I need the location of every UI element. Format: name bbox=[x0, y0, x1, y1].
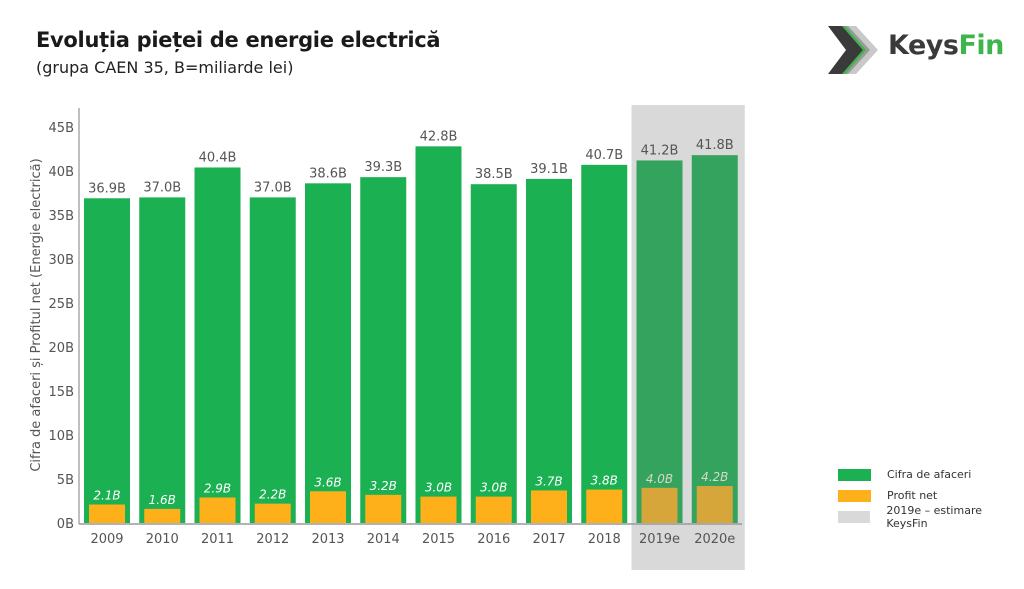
bar-profit bbox=[310, 491, 346, 523]
y-tick-label: 35B bbox=[49, 209, 74, 224]
bar-profit bbox=[144, 508, 181, 523]
bar-revenue bbox=[526, 178, 572, 524]
data-label-revenue: 40.4B bbox=[199, 150, 237, 165]
x-tick-label: 2011 bbox=[201, 532, 234, 547]
y-tick-label: 15B bbox=[49, 385, 74, 400]
bar-profit bbox=[89, 504, 125, 523]
legend-item-estimate: 2019e – estimare KeysFin bbox=[838, 503, 1024, 530]
data-labels: 36.9B 2.1B 37.0B 1.6B 40.4B 2.9B 37.0B 2.2B 38.6… bbox=[88, 129, 734, 507]
x-tick-label: 2015 bbox=[422, 532, 455, 547]
bar-revenue bbox=[691, 155, 738, 523]
data-label-profit: 3.0B bbox=[480, 481, 507, 495]
x-tick-label: 2019e bbox=[639, 532, 680, 547]
bar-revenue bbox=[249, 197, 296, 523]
data-label-revenue: 39.3B bbox=[364, 160, 402, 175]
logo-text-keys: Keys bbox=[888, 30, 959, 61]
y-axis-label: Cifra de afaceri și Profitul net (Energi… bbox=[29, 158, 44, 471]
y-tick-label: 10B bbox=[49, 429, 74, 444]
bar-profit bbox=[531, 490, 567, 523]
data-label-profit: 3.2B bbox=[370, 479, 397, 493]
y-tick-label: 30B bbox=[49, 253, 74, 268]
bar-revenue bbox=[636, 160, 683, 523]
y-tick-label: 40B bbox=[49, 165, 74, 180]
x-tick-labels: 2009 2010 2011 2012 2013 2014 2015 2016 2017 2018… bbox=[90, 532, 735, 547]
x-tick-label: 2014 bbox=[367, 532, 400, 547]
bar-profit bbox=[365, 494, 402, 523]
data-label-revenue: 38.6B bbox=[309, 166, 347, 181]
data-label-revenue: 37.0B bbox=[254, 180, 292, 195]
data-label-profit: 4.0B bbox=[646, 472, 673, 486]
data-label-revenue: 37.0B bbox=[143, 180, 181, 195]
x-tick-label: 2013 bbox=[311, 532, 344, 547]
logo-text-fin: Fin bbox=[958, 30, 1004, 61]
legend-swatch-profit bbox=[838, 489, 871, 502]
x-tick-label: 2010 bbox=[146, 532, 179, 547]
data-label-revenue: 36.9B bbox=[88, 181, 126, 196]
data-label-revenue: 40.7B bbox=[585, 148, 623, 163]
data-label-profit: 4.2B bbox=[701, 470, 728, 484]
data-label-profit: 2.2B bbox=[259, 488, 286, 502]
bar-revenue bbox=[360, 177, 407, 523]
keysfin-chevron-icon bbox=[828, 26, 878, 74]
x-tick-label: 2017 bbox=[532, 532, 565, 547]
bar-profit bbox=[641, 487, 678, 523]
legend-label-estimate: 2019e – estimare KeysFin bbox=[886, 503, 982, 530]
data-label-profit: 3.7B bbox=[535, 474, 562, 488]
y-tick-label: 5B bbox=[57, 473, 74, 488]
bar-revenue bbox=[415, 146, 462, 524]
x-tick-label: 2020e bbox=[694, 532, 735, 547]
bar-profit bbox=[696, 486, 733, 523]
bar-revenue bbox=[194, 167, 241, 524]
bar-profit bbox=[254, 503, 291, 523]
legend-item-revenue: Cifra de afaceri bbox=[838, 464, 1024, 485]
legend-swatch-estimate bbox=[838, 510, 871, 523]
x-tick-label: 2009 bbox=[90, 532, 123, 547]
x-tick-label: 2016 bbox=[477, 532, 510, 547]
data-label-revenue: 38.5B bbox=[475, 167, 513, 182]
bar-revenue bbox=[470, 184, 517, 523]
y-tick-label: 20B bbox=[49, 341, 74, 356]
bar-profit bbox=[199, 497, 236, 523]
bar-revenue bbox=[84, 198, 130, 523]
data-label-revenue: 39.1B bbox=[530, 162, 568, 177]
bars-group bbox=[84, 146, 738, 524]
legend-label-profit: Profit net bbox=[887, 489, 938, 502]
bar-revenue bbox=[581, 164, 628, 523]
data-label-profit: 3.0B bbox=[425, 481, 452, 495]
bar-revenue bbox=[139, 197, 186, 523]
bar-profit bbox=[420, 496, 457, 523]
legend-item-profit: Profit net bbox=[838, 485, 1024, 506]
chart-title: Evoluția pieței de energie electrică bbox=[36, 28, 441, 52]
y-tick-label: 0B bbox=[57, 517, 74, 532]
keysfin-logo: KeysFin bbox=[826, 22, 1016, 78]
chart-subtitle: (grupa CAEN 35, B=miliarde lei) bbox=[36, 58, 294, 77]
logo-wordmark: KeysFin bbox=[888, 30, 1004, 61]
data-label-profit: 1.6B bbox=[149, 493, 176, 507]
data-label-profit: 3.8B bbox=[591, 474, 618, 488]
legend-swatch-revenue bbox=[838, 468, 871, 481]
bar-profit bbox=[475, 496, 512, 523]
data-label-revenue: 42.8B bbox=[420, 129, 458, 144]
legend-label-revenue: Cifra de afaceri bbox=[887, 468, 972, 481]
y-tick-label: 25B bbox=[49, 297, 74, 312]
y-tick-labels: 0B 5B 10B 15B 20B 25B 30B 35B 40B 45B bbox=[49, 121, 74, 532]
data-label-revenue: 41.8B bbox=[696, 138, 734, 153]
y-tick-label: 45B bbox=[49, 121, 74, 136]
legend: Cifra de afaceri Profit net 2019e – esti… bbox=[838, 464, 1024, 530]
data-label-revenue: 41.2B bbox=[641, 143, 679, 158]
data-label-profit: 3.6B bbox=[314, 475, 341, 489]
bar-revenue bbox=[305, 183, 351, 523]
x-tick-label: 2012 bbox=[256, 532, 289, 547]
data-label-profit: 2.1B bbox=[93, 489, 120, 503]
x-tick-label: 2018 bbox=[588, 532, 621, 547]
bar-profit bbox=[586, 489, 623, 523]
data-label-profit: 2.9B bbox=[204, 481, 231, 495]
